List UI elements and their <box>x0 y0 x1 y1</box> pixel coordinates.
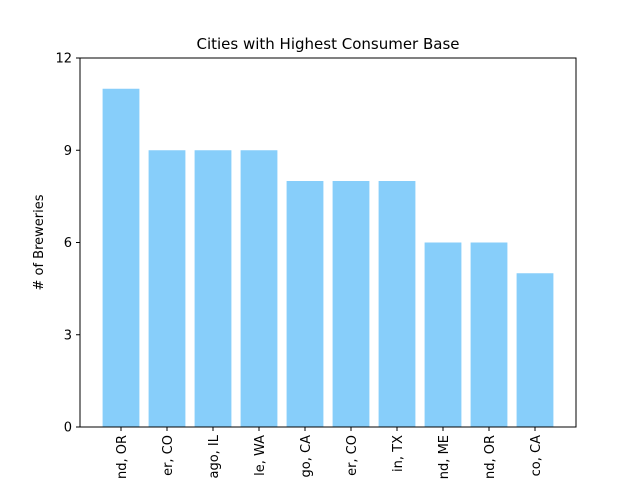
x-ticks: nd, OR er, CO ago, IL le, WA go, CA er, CO in,… <box>115 427 544 479</box>
bar <box>102 88 140 427</box>
y-tick-label: 0 <box>64 421 72 436</box>
bar <box>194 150 232 427</box>
y-tick-label: 6 <box>64 236 72 251</box>
x-tick-label: er, CO <box>161 435 176 476</box>
x-tick-label: ago, IL <box>207 434 222 478</box>
x-tick-label: go, CA <box>299 435 314 478</box>
bars-layer <box>102 88 554 427</box>
x-tick-label: nd, OR <box>483 435 498 479</box>
y-tick-label: 12 <box>55 52 72 67</box>
x-tick-label: nd, ME <box>437 435 452 479</box>
bar <box>378 181 416 427</box>
x-tick-label: in, TX <box>391 435 406 472</box>
x-tick-label: le, WA <box>253 435 268 476</box>
bar <box>424 242 462 427</box>
x-tick-label: er, CO <box>345 435 360 476</box>
bar <box>240 150 278 427</box>
bar <box>148 150 186 427</box>
y-tick-label: 3 <box>64 328 72 343</box>
chart-title: Cities with Highest Consumer Base <box>196 35 459 53</box>
y-tick-label: 9 <box>64 144 72 159</box>
x-tick-label: co, CA <box>529 435 544 476</box>
x-tick-label: nd, OR <box>115 435 130 479</box>
y-axis-label: # of Breweries <box>32 194 47 290</box>
bar <box>470 242 508 427</box>
y-ticks: 0 3 6 9 12 <box>55 52 80 436</box>
bar <box>286 181 324 427</box>
bar <box>516 273 554 427</box>
bar <box>332 181 370 427</box>
